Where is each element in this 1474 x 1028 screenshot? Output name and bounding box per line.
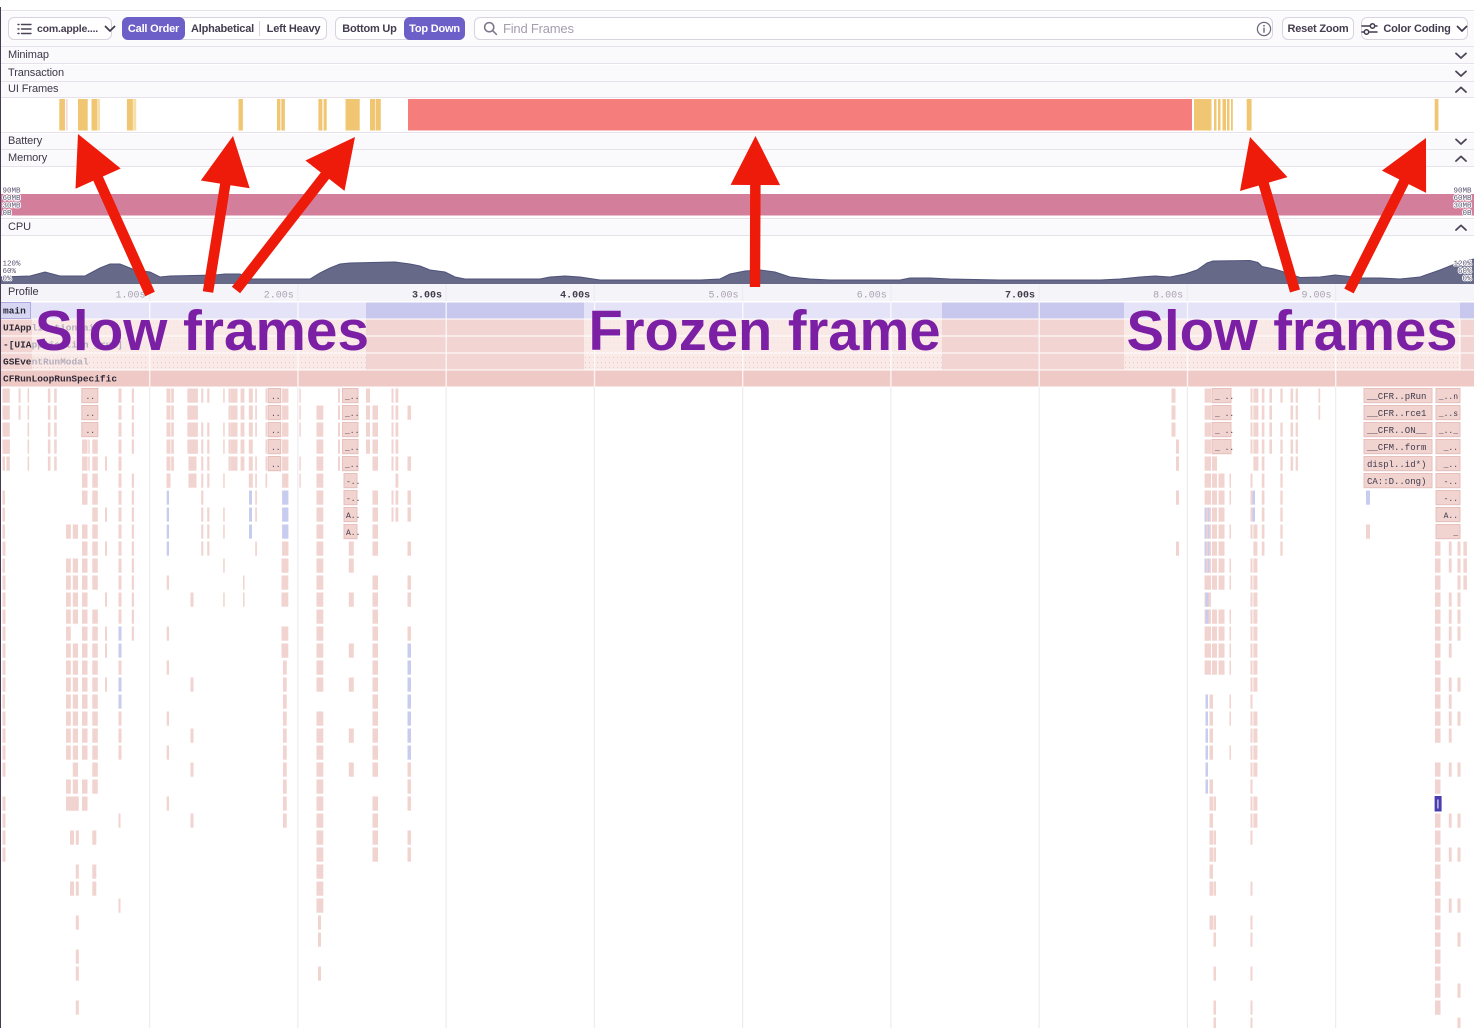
svg-text:-..: -.. [1444, 495, 1458, 504]
svg-text:_..: _.. [344, 410, 359, 419]
svg-text:_ ..: _ .. [1214, 427, 1234, 436]
svg-text:0B: 0B [1462, 210, 1472, 218]
svg-text:UIApp: UIApp [3, 323, 32, 334]
svg-text:_..s: _..s [1438, 410, 1458, 419]
svg-text:_..: _.. [344, 393, 359, 402]
svg-text:CA::D..ong): CA::D..ong) [1367, 477, 1426, 487]
svg-text:main: main [3, 306, 26, 317]
svg-text:_..: _.. [1443, 461, 1458, 470]
svg-text:licationMain: licationMain [32, 323, 101, 334]
svg-text:7.00s: 7.00s [1005, 291, 1035, 302]
svg-text:ntRunModal: ntRunModal [32, 357, 89, 368]
svg-text:..: .. [86, 410, 96, 419]
svg-text:2.00s: 2.00s [264, 291, 294, 302]
svg-text:_..: _.. [1443, 444, 1458, 453]
svg-text:_ ..: _ .. [1214, 393, 1234, 402]
svg-text:0%: 0% [3, 276, 13, 284]
svg-text:60MB: 60MB [3, 195, 22, 203]
svg-text:..: .. [271, 461, 281, 470]
svg-text:A..: A.. [346, 529, 360, 538]
svg-text:__CFR..pRun: __CFR..pRun [1366, 392, 1426, 402]
svg-text:-[UIA: -[UIA [3, 340, 32, 351]
svg-text:0B: 0B [3, 210, 13, 218]
svg-text:8.00s: 8.00s [1153, 291, 1183, 302]
svg-text:0%: 0% [1462, 276, 1472, 284]
svg-text:60%: 60% [3, 268, 17, 276]
svg-text:30MB: 30MB [3, 203, 22, 211]
svg-text:A..: A.. [1444, 512, 1458, 521]
svg-text:30MB: 30MB [1453, 203, 1472, 211]
svg-text:..: .. [271, 444, 281, 453]
svg-text:_.._: _.._ [1438, 427, 1458, 436]
svg-text:120%: 120% [1453, 261, 1472, 269]
svg-text:120%: 120% [3, 261, 22, 269]
svg-text:-..: -.. [1444, 478, 1458, 487]
svg-text:CFRunLoopRunSpecific: CFRunLoopRunSpecific [3, 374, 117, 385]
svg-text:..: .. [271, 410, 281, 419]
svg-text:__CFR..rce1: __CFR..rce1 [1366, 409, 1426, 419]
svg-text:..: .. [271, 427, 281, 436]
svg-text:..: .. [271, 393, 281, 402]
svg-text:9.00s: 9.00s [1301, 291, 1331, 302]
svg-text:90MB: 90MB [3, 188, 22, 196]
svg-text:60MB: 60MB [1453, 195, 1472, 203]
svg-text:_..: _.. [344, 427, 359, 436]
svg-text:-..: -.. [346, 478, 360, 487]
svg-text:pplication _run]: pplication _run] [32, 340, 123, 351]
svg-text:4.00s: 4.00s [560, 291, 590, 302]
svg-text:60%: 60% [1458, 268, 1472, 276]
svg-text:3.00s: 3.00s [412, 291, 442, 302]
svg-text:..: .. [86, 427, 96, 436]
svg-text:_ ..: _ .. [1214, 444, 1234, 453]
svg-text:Frozen frame: Frozen frame [589, 299, 941, 363]
svg-text:6.00s: 6.00s [857, 291, 887, 302]
svg-text:-..: -.. [346, 495, 360, 504]
svg-text:A..: A.. [346, 512, 360, 521]
svg-text:Slow frames: Slow frames [1127, 299, 1458, 363]
svg-text:5.00s: 5.00s [708, 291, 738, 302]
svg-text:Slow frames: Slow frames [35, 299, 369, 363]
svg-text:1.00s: 1.00s [115, 291, 145, 302]
svg-text:_..: _.. [344, 444, 359, 453]
svg-text:_..: _.. [344, 461, 359, 470]
svg-text:__CFR..ON__: __CFR..ON__ [1366, 426, 1427, 436]
svg-text:_..n: _..n [1438, 393, 1458, 402]
svg-text:__CFM..form: __CFM..form [1366, 443, 1426, 453]
svg-text:displ..id*): displ..id*) [1367, 460, 1426, 470]
svg-text:_ ..: _ .. [1214, 410, 1234, 419]
svg-text:_: _ [1452, 529, 1458, 538]
svg-text:90MB: 90MB [1453, 188, 1472, 196]
svg-text:GSEve: GSEve [3, 357, 32, 368]
svg-text:..: .. [86, 393, 96, 402]
